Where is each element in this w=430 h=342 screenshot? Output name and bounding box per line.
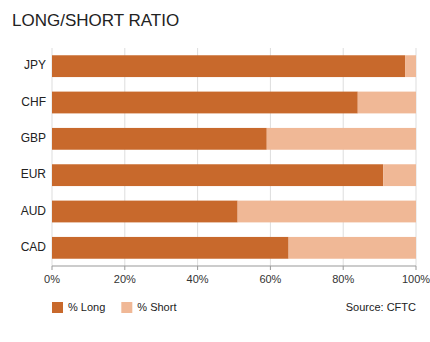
chart: LONG/SHORT RATIO 0% 20% 40% 60% 80% 100% JPY CHF… [0, 0, 430, 342]
tick-mark [197, 266, 198, 270]
tick-mark [416, 266, 417, 270]
tick-label: 100% [402, 273, 430, 285]
grid-line [416, 48, 417, 266]
tick-label: 0% [44, 273, 60, 285]
tick-label: 40% [187, 273, 209, 285]
bar [52, 237, 289, 259]
grid-line [197, 48, 198, 266]
category-label: GBP [21, 131, 46, 145]
tick-mark [52, 266, 53, 270]
bars [52, 55, 416, 258]
bar [289, 237, 416, 259]
grid [52, 48, 416, 266]
bar [405, 55, 416, 77]
bar [52, 128, 267, 150]
bar [238, 201, 416, 223]
tick-mark [270, 266, 271, 270]
bar [267, 128, 416, 150]
x-axis [52, 266, 416, 267]
tick-label: 20% [114, 273, 136, 285]
grid-line [52, 48, 53, 266]
bar [52, 92, 358, 114]
tick-label: 60% [259, 273, 281, 285]
annotation: Source: CFTC [346, 301, 416, 313]
category-label: CAD [21, 240, 47, 254]
legend-swatch [52, 302, 63, 313]
bar [52, 164, 383, 186]
bar [52, 201, 238, 223]
bar [52, 55, 405, 77]
grid-line [124, 48, 125, 266]
legend-label: % Long [68, 301, 105, 313]
tick-mark [124, 266, 125, 270]
legend-swatch [121, 302, 132, 313]
tick-mark [343, 266, 344, 270]
tick-label: 80% [332, 273, 354, 285]
bar [383, 164, 416, 186]
bar [358, 92, 416, 114]
category-label: EUR [21, 167, 47, 181]
legend: % Long % Short [52, 301, 176, 313]
grid-line [343, 48, 344, 266]
category-label: AUD [21, 204, 47, 218]
title: LONG/SHORT RATIO [12, 11, 179, 30]
grid-line [270, 48, 271, 266]
category-label: JPY [24, 58, 46, 72]
legend-label: % Short [137, 301, 176, 313]
category-label: CHF [21, 95, 46, 109]
